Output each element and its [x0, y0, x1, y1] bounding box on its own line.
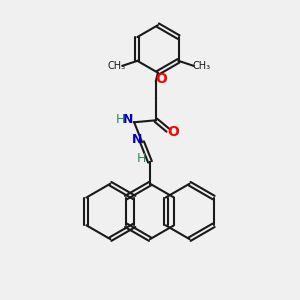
- Text: H: H: [136, 152, 146, 165]
- Text: O: O: [167, 125, 179, 139]
- Text: N: N: [123, 113, 134, 126]
- Text: H: H: [116, 113, 125, 126]
- Text: N: N: [132, 133, 142, 146]
- Text: CH₃: CH₃: [192, 61, 210, 71]
- Text: O: O: [155, 72, 167, 86]
- Text: CH₃: CH₃: [107, 61, 126, 71]
